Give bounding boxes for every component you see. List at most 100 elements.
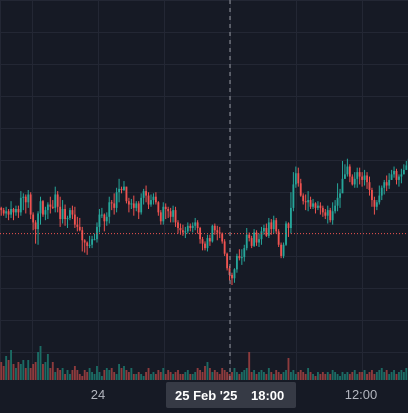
candle[interactable] <box>130 198 133 209</box>
candle[interactable] <box>368 176 371 196</box>
candle[interactable] <box>164 203 167 220</box>
candle[interactable] <box>199 226 202 244</box>
candle[interactable] <box>302 193 305 205</box>
candle[interactable] <box>10 201 12 218</box>
candle[interactable] <box>167 206 170 218</box>
candle[interactable] <box>285 221 287 246</box>
candle[interactable] <box>255 230 258 246</box>
candle[interactable] <box>358 167 361 185</box>
candle[interactable] <box>383 179 386 195</box>
candle[interactable] <box>317 201 319 211</box>
candle[interactable] <box>297 167 300 187</box>
candle[interactable] <box>353 172 356 188</box>
candle[interactable] <box>137 201 140 220</box>
candle[interactable] <box>267 217 270 239</box>
candle[interactable] <box>299 178 302 197</box>
candle[interactable] <box>64 204 66 226</box>
candle[interactable] <box>226 252 229 271</box>
candle[interactable] <box>378 185 381 205</box>
candle[interactable] <box>402 164 405 175</box>
candle[interactable] <box>356 167 359 188</box>
candle[interactable] <box>12 207 15 221</box>
candle[interactable] <box>93 233 96 241</box>
candle[interactable] <box>250 235 253 249</box>
candle[interactable] <box>243 244 246 262</box>
candle[interactable] <box>88 235 91 249</box>
candle[interactable] <box>351 174 354 186</box>
candle[interactable] <box>231 272 233 285</box>
candle[interactable] <box>0 206 3 216</box>
candle[interactable] <box>213 223 216 235</box>
candle[interactable] <box>348 164 351 183</box>
candle[interactable] <box>339 188 341 208</box>
candle[interactable] <box>174 206 177 227</box>
candle[interactable] <box>307 191 310 212</box>
candle[interactable] <box>245 228 248 251</box>
candle[interactable] <box>292 172 295 212</box>
candle[interactable] <box>34 220 37 244</box>
candle[interactable] <box>218 226 221 239</box>
candle[interactable] <box>115 187 118 213</box>
candle[interactable] <box>152 193 155 205</box>
candle[interactable] <box>159 210 162 225</box>
candle[interactable] <box>319 202 322 215</box>
candle[interactable] <box>184 226 187 239</box>
candle[interactable] <box>405 160 408 170</box>
candle[interactable] <box>312 198 314 209</box>
candle[interactable] <box>5 206 8 218</box>
candle[interactable] <box>363 169 366 186</box>
candle[interactable] <box>81 226 84 252</box>
candle[interactable] <box>42 200 44 217</box>
candle[interactable] <box>66 215 69 228</box>
candle[interactable] <box>96 222 98 243</box>
candle[interactable] <box>233 268 236 283</box>
candle[interactable] <box>275 217 278 234</box>
candle[interactable] <box>270 219 273 235</box>
candle[interactable] <box>395 168 398 185</box>
candle[interactable] <box>196 220 199 234</box>
candle[interactable] <box>189 223 192 232</box>
candle[interactable] <box>366 172 368 189</box>
candle[interactable] <box>262 224 265 235</box>
candle[interactable] <box>132 195 135 216</box>
candle[interactable] <box>390 169 393 180</box>
candle[interactable] <box>123 181 125 192</box>
candle[interactable] <box>238 249 241 261</box>
candle[interactable] <box>71 205 74 220</box>
candle[interactable] <box>162 202 165 225</box>
candle[interactable] <box>206 234 209 252</box>
candle[interactable] <box>191 222 194 233</box>
candle[interactable] <box>277 229 280 247</box>
candle[interactable] <box>154 192 157 205</box>
candle[interactable] <box>346 158 349 177</box>
candle[interactable] <box>7 209 10 221</box>
candle[interactable] <box>118 178 121 203</box>
candle[interactable] <box>22 193 25 211</box>
candle[interactable] <box>336 183 339 212</box>
candle[interactable] <box>78 217 81 232</box>
candle[interactable] <box>17 205 20 218</box>
candle[interactable] <box>385 175 388 192</box>
candle[interactable] <box>223 239 226 256</box>
candle[interactable] <box>120 186 123 194</box>
candle[interactable] <box>32 212 35 231</box>
candle[interactable] <box>258 233 260 247</box>
candle[interactable] <box>235 253 238 273</box>
candle[interactable] <box>260 226 263 245</box>
candle[interactable] <box>39 196 42 225</box>
candle[interactable] <box>280 242 283 259</box>
candle[interactable] <box>103 213 106 232</box>
candle[interactable] <box>125 186 128 204</box>
candle[interactable] <box>304 194 307 211</box>
candle[interactable] <box>181 224 184 236</box>
candle[interactable] <box>331 202 334 225</box>
candle[interactable] <box>265 223 268 237</box>
candle[interactable] <box>324 209 327 220</box>
candle[interactable] <box>27 190 30 208</box>
candle[interactable] <box>179 223 182 235</box>
candle[interactable] <box>204 241 206 251</box>
candle[interactable] <box>294 166 297 188</box>
candle[interactable] <box>186 222 189 234</box>
candle[interactable] <box>157 201 160 216</box>
